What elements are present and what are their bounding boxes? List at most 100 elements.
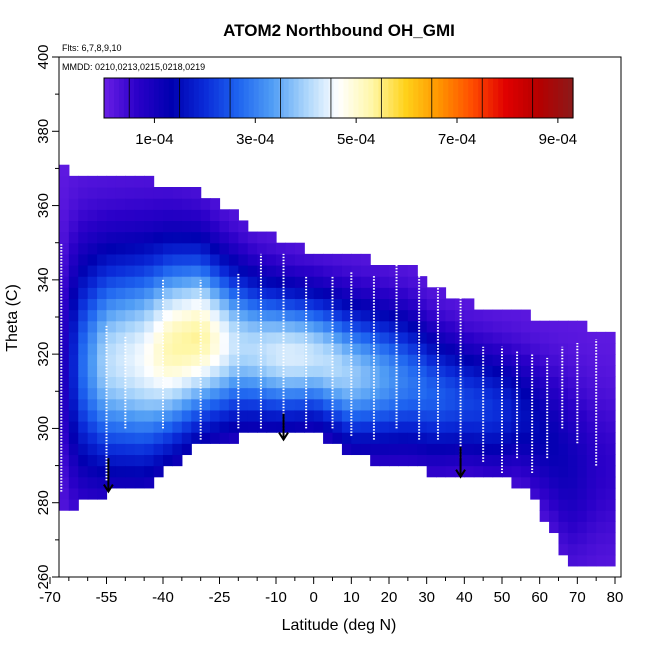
heatmap-cell [596, 532, 607, 545]
heatmap-cell [539, 320, 550, 333]
heatmap-cell [586, 510, 597, 522]
heatmap-cell [605, 409, 616, 422]
heatmap-cell [294, 365, 305, 378]
heatmap-cell [473, 454, 484, 467]
heatmap-cell [370, 320, 381, 333]
heatmap-cell [464, 365, 475, 378]
heatmap-cell [520, 376, 531, 389]
heatmap-cell [219, 265, 230, 277]
heatmap-cell [370, 454, 381, 467]
colorbar-segment [273, 78, 280, 118]
heatmap-cell [332, 421, 343, 433]
heatmap-cell [530, 487, 541, 500]
heatmap-cell [464, 320, 475, 333]
heatmap-cell [596, 387, 607, 400]
heatmap-cell [97, 320, 108, 333]
heatmap-cell [200, 242, 211, 255]
y-tick-label: 340 [35, 267, 52, 292]
heatmap-cell [106, 376, 117, 389]
heatmap-cell [276, 320, 287, 333]
heatmap-cell [219, 354, 230, 366]
heatmap-cell [238, 387, 249, 400]
heatmap-cell [323, 331, 334, 344]
heatmap-cell [370, 443, 381, 456]
heatmap-cell [115, 287, 126, 300]
heatmap-cell [144, 331, 155, 344]
heatmap-cell [360, 276, 371, 288]
colorbar-segment [238, 78, 245, 118]
colorbar-segment [518, 78, 524, 118]
colorbar-segment [453, 78, 459, 118]
heatmap-cell [144, 209, 155, 222]
heatmap-cell [210, 354, 221, 366]
heatmap-cell [370, 298, 381, 311]
heatmap-cell [125, 265, 136, 277]
heatmap-cell [276, 253, 287, 266]
heatmap-cell [379, 365, 390, 378]
heatmap-cell [285, 253, 296, 266]
heatmap-cell [492, 465, 503, 478]
heatmap-cell [379, 276, 390, 288]
heatmap-cell [219, 220, 230, 233]
heatmap-cell [530, 376, 541, 389]
heatmap-cell [97, 298, 108, 311]
heatmap-cell [398, 331, 409, 344]
heatmap-cell [398, 265, 409, 277]
heatmap-cell [257, 354, 268, 366]
heatmap-cell [370, 287, 381, 300]
heatmap-cell [351, 298, 362, 311]
heatmap-cell [351, 276, 362, 288]
heatmap-cell [539, 499, 550, 511]
heatmap-cell [370, 432, 381, 444]
heatmap-cell [417, 443, 428, 456]
heatmap-cell [586, 387, 597, 400]
heatmap-cell [78, 476, 89, 489]
heatmap-cell [379, 454, 390, 467]
colorbar-segment [323, 78, 330, 118]
heatmap-cell [266, 354, 277, 366]
heatmap-cell [304, 320, 315, 333]
heatmap-cell [125, 198, 136, 210]
heatmap-cell [351, 376, 362, 389]
heatmap-cell [115, 454, 126, 467]
heatmap-cell [163, 320, 174, 333]
heatmap-cell [125, 320, 136, 333]
heatmap-cell [106, 454, 117, 467]
heatmap-cell [106, 331, 117, 344]
heatmap-cell [558, 454, 569, 467]
heatmap-cell [228, 354, 239, 366]
heatmap-cell [502, 309, 513, 322]
heatmap-cell [144, 175, 155, 188]
heatmap-cell [502, 432, 513, 444]
heatmap-cell [407, 265, 418, 277]
heatmap-cell [68, 376, 79, 389]
heatmap-cell [605, 487, 616, 500]
heatmap-cell [567, 432, 578, 444]
heatmap-cell [351, 443, 362, 456]
heatmap-cell [558, 521, 569, 534]
colorbar-segment [133, 78, 140, 118]
heatmap-cell [304, 276, 315, 288]
heatmap-cell [285, 298, 296, 311]
heatmap-cell [473, 398, 484, 411]
heatmap-cell [68, 253, 79, 266]
heatmap-cell [473, 432, 484, 444]
heatmap-cell [125, 387, 136, 400]
heatmap-cell [530, 432, 541, 444]
heatmap-cell [276, 387, 287, 400]
heatmap-cell [59, 499, 70, 511]
heatmap-cell [483, 454, 494, 467]
heatmap-cell [313, 365, 324, 378]
colorbar-segment [433, 78, 439, 118]
heatmap-cell [172, 276, 183, 288]
heatmap-cell [106, 187, 117, 199]
heatmap-cell [191, 298, 202, 311]
heatmap-cell [473, 331, 484, 344]
heatmap-cell [144, 454, 155, 467]
heatmap-cell [511, 476, 522, 489]
heatmap-cell [473, 387, 484, 400]
heatmap-cell [228, 298, 239, 311]
colorbar-segment [278, 78, 285, 118]
heatmap-cell [464, 376, 475, 389]
heatmap-cell [426, 309, 437, 322]
